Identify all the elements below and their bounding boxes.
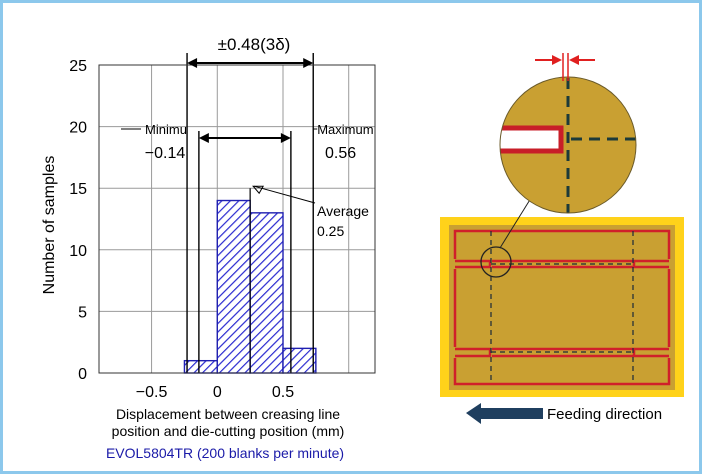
x-tick-label: 0 bbox=[213, 384, 222, 401]
histogram-bar bbox=[282, 347, 317, 374]
spread-label: ±0.48(3δ) bbox=[218, 35, 291, 54]
feeding-direction-label: Feeding direction bbox=[547, 406, 662, 423]
x-tick-label: 0.5 bbox=[272, 384, 294, 401]
maximum-label: Maximum bbox=[317, 122, 373, 137]
spread-arrow-right-head bbox=[303, 58, 314, 68]
chart-reference-lines bbox=[186, 53, 314, 373]
slot-outline-right-top bbox=[632, 259, 669, 269]
slot-outline-right-bottom bbox=[632, 347, 669, 358]
top-flap bbox=[453, 229, 671, 263]
y-tick-label: 15 bbox=[69, 181, 87, 198]
histogram-bar bbox=[216, 199, 251, 374]
y-tick-label: 10 bbox=[69, 243, 87, 260]
chart-caption: EVOL5804TR (200 blanks per minute) bbox=[106, 445, 344, 461]
x-axis-label-line1: Displacement between creasing line bbox=[116, 406, 340, 422]
average-value: 0.25 bbox=[317, 223, 344, 239]
die-cut-diagram: Feeding direction bbox=[440, 53, 684, 424]
y-tick-labels: 0 5 10 15 20 25 bbox=[69, 58, 87, 383]
slot-right-top bbox=[633, 259, 672, 269]
slot-left-bottom bbox=[452, 347, 492, 358]
chart-bars bbox=[183, 199, 317, 374]
minimum-label: Minimu bbox=[145, 122, 187, 137]
histogram-bar bbox=[249, 212, 284, 374]
y-tick-label: 25 bbox=[69, 58, 87, 75]
y-tick-label: 20 bbox=[69, 120, 87, 137]
slot-left-top bbox=[452, 259, 492, 269]
chart-annotations: ±0.48(3δ) Minimu −0.14 Maximum 0.56 Aver… bbox=[121, 35, 374, 239]
x-tick-label: −0.5 bbox=[136, 384, 168, 401]
spread-arrow-left-head bbox=[187, 58, 198, 68]
feeding-direction-arrow-icon bbox=[466, 403, 543, 424]
slot-right-bottom bbox=[633, 347, 672, 358]
y-tick-label: 5 bbox=[78, 304, 87, 321]
zoom-slot bbox=[500, 125, 564, 154]
inner-arrow-right-head bbox=[280, 133, 291, 143]
histogram-chart: 0 5 10 15 20 25 −0.5 0 0.5 Number of samples Di… bbox=[41, 35, 376, 461]
maximum-value: 0.56 bbox=[325, 145, 356, 162]
displacement-arrow-right-head bbox=[569, 55, 579, 65]
minimum-value: −0.14 bbox=[145, 145, 186, 162]
y-axis-label: Number of samples bbox=[41, 156, 58, 295]
slot-outline-left-bottom bbox=[455, 347, 492, 358]
average-leader-line bbox=[254, 185, 316, 204]
average-arrow-head bbox=[252, 185, 265, 195]
middle-panel bbox=[453, 265, 671, 351]
histogram-bar bbox=[183, 359, 218, 374]
inner-arrow-left-head bbox=[198, 133, 209, 143]
figure-canvas: 0 5 10 15 20 25 −0.5 0 0.5 Number of samples Di… bbox=[41, 35, 684, 461]
x-axis-label-line2: position and die-cutting position (mm) bbox=[112, 423, 345, 439]
average-label: Average bbox=[317, 203, 369, 219]
y-tick-label: 0 bbox=[78, 366, 87, 383]
slot-outline-left-top bbox=[455, 259, 492, 269]
x-tick-labels: −0.5 0 0.5 bbox=[136, 384, 294, 401]
crease-lines bbox=[490, 231, 634, 384]
displacement-arrow-left-head bbox=[552, 55, 562, 65]
detail-callout-circle bbox=[480, 246, 512, 278]
zoom-circle bbox=[500, 77, 636, 213]
plot-frame bbox=[98, 64, 376, 374]
bottom-flap bbox=[453, 354, 671, 386]
